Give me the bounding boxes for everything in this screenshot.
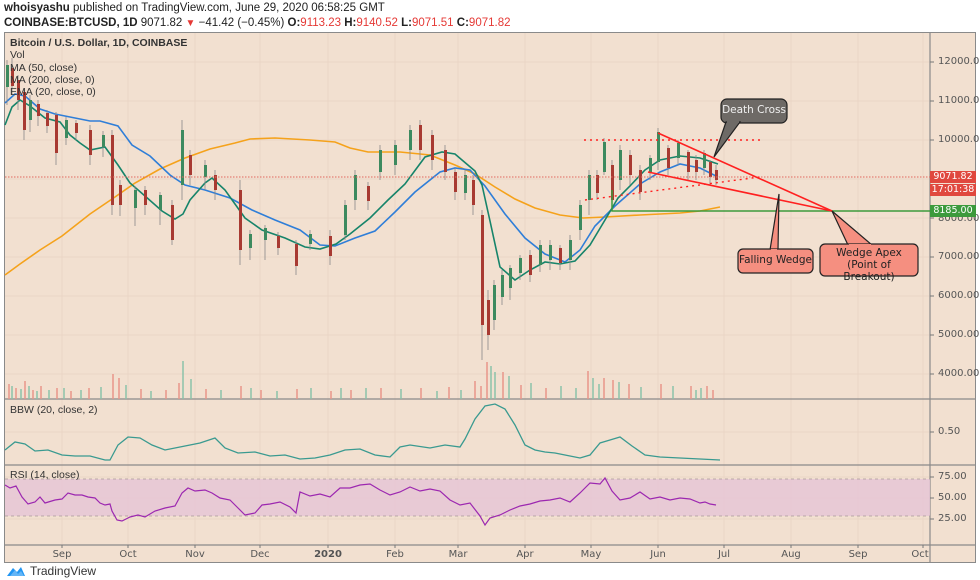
open-value: 9113.23	[300, 17, 342, 29]
bbw-line	[4, 403, 721, 461]
y-tick: 8000.00	[938, 213, 980, 224]
chart-frame[interactable]	[4, 32, 976, 563]
chart-title: Bitcoin / U.S. Dollar, 1D, COINBASE	[10, 37, 188, 49]
open-label: O:	[287, 17, 301, 29]
legend-bbw[interactable]: BBW (20, close, 2)	[10, 404, 98, 416]
publish-info: whoisyashu published on TradingView.com,…	[4, 2, 385, 14]
legend-ma50[interactable]: MA (50, close)	[10, 62, 78, 74]
death-cross-callout[interactable]	[713, 98, 788, 158]
down-arrow-icon: ▼	[185, 18, 196, 29]
x-tick: 2020	[314, 549, 342, 560]
y-tick: 0.50	[938, 426, 961, 437]
tradingview-logo-text: TradingView	[30, 564, 97, 578]
x-tick: Oct	[119, 549, 137, 560]
symbol-info: COINBASE:BTCUSD, 1D 9071.82 ▼ −41.42 (−0…	[4, 17, 511, 29]
ma200-line	[4, 137, 721, 276]
x-tick: Nov	[185, 549, 205, 560]
support-line	[611, 190, 930, 212]
x-tick: Aug	[781, 549, 801, 560]
x-tick: Sep	[848, 549, 868, 560]
grid	[5, 33, 930, 545]
x-tick: Apr	[516, 549, 534, 560]
x-tick: Jul	[717, 549, 731, 560]
y-tick: 10000.00	[938, 134, 980, 145]
x-tick: May	[580, 549, 602, 560]
legend-ma200[interactable]: MA (200, close, 0)	[10, 74, 95, 86]
countdown-badge: 17:01:38	[930, 184, 976, 196]
death-cross-label: Death Cross	[722, 104, 786, 116]
x-tick: Sep	[52, 549, 72, 560]
legend-ema20[interactable]: EMA (20, close, 0)	[10, 86, 96, 98]
close-value: 9071.82	[468, 17, 511, 29]
y-tick: 12000.00	[938, 56, 980, 67]
ema20-line	[4, 99, 719, 282]
tradingview-cloud-icon	[7, 567, 25, 576]
y-tick: 4000.00	[938, 368, 980, 379]
wedge-apex-label: Wedge Apex	[836, 247, 902, 259]
falling-wedge-callout[interactable]	[737, 193, 814, 274]
x-tick: Jun	[650, 549, 666, 560]
wedge-apex-sublabel: (Point of Breakout)	[843, 259, 895, 283]
x-tick: Feb	[386, 549, 404, 560]
low-value: 9071.51	[412, 17, 454, 29]
legend-vol[interactable]: Vol	[10, 49, 25, 61]
y-tick: 50.00	[938, 492, 967, 503]
ma50-line	[4, 93, 719, 263]
y-tick-marks	[930, 61, 934, 520]
low-label: L:	[401, 17, 412, 29]
legend-rsi[interactable]: RSI (14, close)	[10, 469, 80, 481]
falling-wedge-lines	[647, 132, 833, 212]
x-tick: Mar	[448, 549, 468, 560]
author-name[interactable]: whoisyashu	[4, 2, 70, 14]
support-price-badge: 8185.00	[930, 205, 976, 217]
x-tick-marks	[61, 545, 924, 548]
y-tick: 75.00	[938, 471, 967, 482]
x-tick: Oct	[911, 549, 929, 560]
rsi-line	[4, 476, 717, 527]
price-change: −41.42 (−0.45%)	[198, 17, 285, 29]
current-price-badge: 9071.82	[930, 171, 976, 183]
y-tick: 11000.00	[938, 95, 980, 106]
x-tick: Dec	[250, 549, 270, 560]
symbol-name: COINBASE:BTCUSD, 1D	[4, 17, 138, 29]
falling-wedge-label: Falling Wedge	[739, 254, 812, 266]
high-label: H:	[344, 17, 357, 29]
high-value: 9140.52	[356, 17, 398, 29]
close-label: C:	[456, 17, 469, 29]
tradingview-logo[interactable]: TradingView	[6, 563, 96, 579]
volume-bars	[8, 361, 714, 399]
publish-text: published on TradingView.com, June 29, 2…	[69, 2, 385, 14]
y-tick: 5000.00	[938, 329, 980, 340]
wedge-apex-callout[interactable]	[819, 210, 919, 277]
y-tick: 7000.00	[938, 251, 980, 262]
candlesticks	[6, 58, 718, 360]
rsi-band	[5, 479, 930, 516]
y-tick: 25.00	[938, 513, 967, 524]
last-price: 9071.82	[140, 17, 183, 29]
y-tick: 6000.00	[938, 290, 980, 301]
